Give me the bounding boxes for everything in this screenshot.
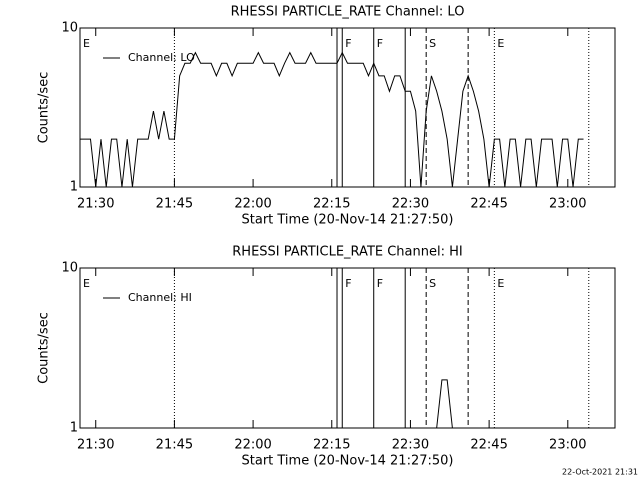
event-label: F bbox=[377, 277, 383, 290]
x-tick-label: 22:15 bbox=[313, 197, 350, 212]
legend-label: Channel: LO bbox=[128, 51, 195, 64]
x-tick-label: 21:45 bbox=[156, 197, 193, 212]
y-tick-label: 1 bbox=[70, 180, 78, 195]
y-axis-label: Counts/sec bbox=[37, 312, 52, 384]
x-tick-label: 22:00 bbox=[234, 197, 271, 212]
chart-title: RHESSI PARTICLE_RATE Channel: HI bbox=[232, 245, 462, 260]
x-axis-label: Start Time (20-Nov-14 21:27:50) bbox=[242, 454, 454, 469]
x-tick-label: 21:30 bbox=[77, 197, 114, 212]
legend-label: Channel: HI bbox=[128, 291, 192, 304]
x-tick-label: 22:30 bbox=[392, 197, 429, 212]
event-label: E bbox=[497, 277, 504, 290]
event-label: E bbox=[83, 277, 90, 290]
y-tick-label: 10 bbox=[61, 261, 78, 276]
plot-frame bbox=[79, 267, 616, 429]
data-line bbox=[436, 379, 453, 429]
x-tick-label: 22:15 bbox=[313, 438, 350, 453]
event-label: S bbox=[429, 37, 436, 50]
data-line bbox=[80, 51, 584, 188]
event-label: E bbox=[497, 37, 504, 50]
chart-title: RHESSI PARTICLE_RATE Channel: LO bbox=[231, 5, 465, 20]
x-tick-label: 22:45 bbox=[470, 197, 507, 212]
event-label: E bbox=[83, 37, 90, 50]
y-axis-label: Counts/sec bbox=[37, 72, 52, 144]
y-tick-label: 10 bbox=[61, 21, 78, 36]
event-label: F bbox=[377, 37, 383, 50]
x-tick-label: 22:00 bbox=[234, 438, 271, 453]
event-label: S bbox=[429, 277, 436, 290]
y-tick-label: 1 bbox=[70, 421, 78, 436]
event-label: F bbox=[345, 37, 351, 50]
x-tick-label: 21:30 bbox=[77, 438, 114, 453]
plot-frame bbox=[79, 27, 616, 188]
x-tick-label: 22:45 bbox=[470, 438, 507, 453]
x-axis-label: Start Time (20-Nov-14 21:27:50) bbox=[242, 213, 454, 228]
footer: 22-Oct-2021 21:31 bbox=[562, 468, 638, 477]
event-label: F bbox=[345, 277, 351, 290]
x-tick-label: 23:00 bbox=[549, 438, 586, 453]
x-tick-label: 21:45 bbox=[156, 438, 193, 453]
x-tick-label: 22:30 bbox=[392, 438, 429, 453]
x-tick-label: 23:00 bbox=[549, 197, 586, 212]
